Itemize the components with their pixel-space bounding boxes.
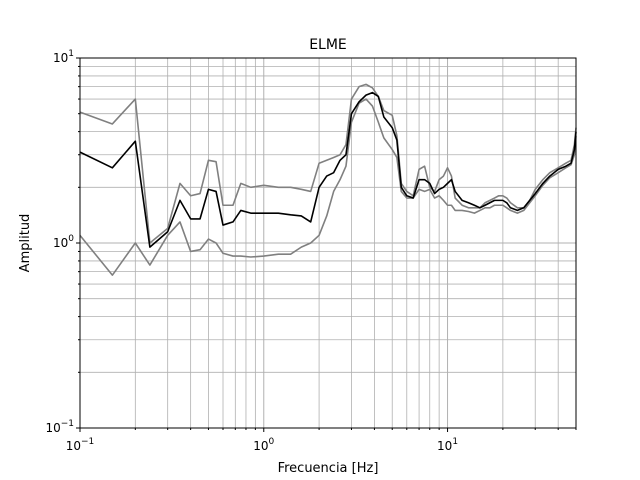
x-tick-label: 10−1 [66, 437, 95, 453]
axis-ticks [76, 57, 577, 432]
y-tick-label: 100 [53, 234, 74, 250]
series-line-mean [79, 91, 577, 248]
y-tick-label: 10−1 [45, 419, 74, 435]
chart-title: ELME [309, 37, 347, 53]
x-tick-label: 100 [253, 437, 274, 453]
series-layer [79, 83, 577, 276]
x-axis-label: Frecuencia [Hz] [278, 461, 379, 476]
x-tick-label: 101 [437, 437, 458, 453]
y-axis-label: Amplitud [18, 214, 33, 273]
y-tick-label: 101 [53, 49, 74, 65]
series-line-lower [79, 98, 577, 276]
series-line-upper [79, 83, 577, 244]
tick-labels: 10−1 100 101 10−1 100 101 [45, 49, 458, 453]
